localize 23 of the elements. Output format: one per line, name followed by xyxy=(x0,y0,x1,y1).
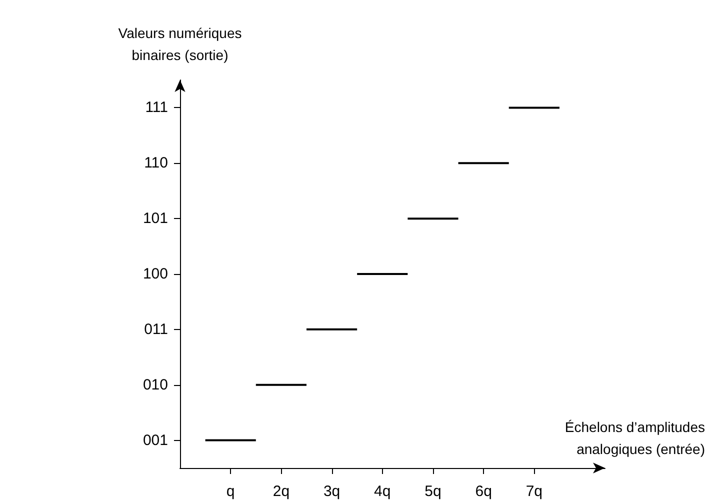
x-tick-label: 2q xyxy=(272,483,290,500)
bar xyxy=(306,328,358,330)
bar xyxy=(205,439,256,442)
y-tick-label: 100 xyxy=(142,266,168,282)
x-tick-label: q xyxy=(226,483,235,500)
x-tick-label: 7q xyxy=(526,483,543,500)
bar xyxy=(256,384,306,386)
y-axis-title: Valeurs numériques binaires (sortie) xyxy=(118,25,242,63)
x-tick-label: 6q xyxy=(475,483,492,500)
y-tick-label: 101 xyxy=(142,210,168,228)
bar xyxy=(458,162,509,164)
x-tick-label: 5q xyxy=(424,483,442,500)
x-tick-label: 3q xyxy=(323,483,340,500)
x-tick-label: 4q xyxy=(374,483,391,500)
y-tick-label: 001 xyxy=(142,432,168,449)
y-tick-label: 010 xyxy=(142,376,168,394)
y-tick-label: 011 xyxy=(144,320,168,338)
y-tick-label: 110 xyxy=(144,154,168,172)
bar xyxy=(357,273,408,275)
x-axis-title: Échelons d’amplitudes analogiques (entrée) xyxy=(564,419,705,457)
y-tick-label: 111 xyxy=(145,99,168,116)
bar xyxy=(508,106,560,109)
bar xyxy=(408,218,458,220)
